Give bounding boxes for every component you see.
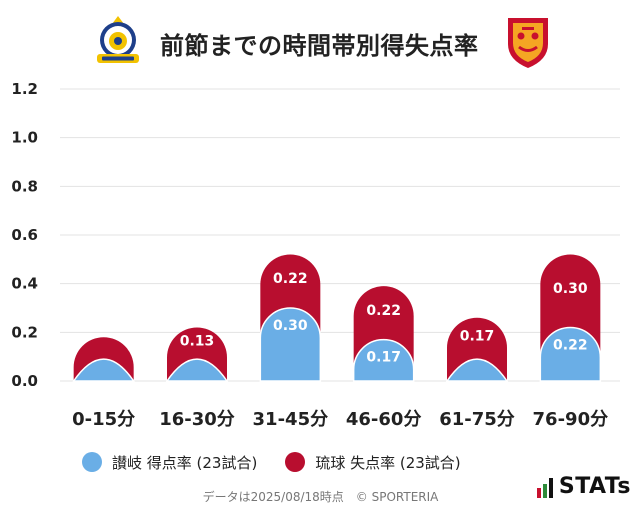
- chart-title: 前節までの時間帯別得失点率: [160, 32, 479, 60]
- bar-home: [352, 338, 415, 382]
- x-tick-label: 31-45分: [253, 409, 329, 430]
- stats-bars-icon: [536, 478, 553, 498]
- data-label-away: 0.22: [366, 303, 401, 319]
- fc-ryukyu-crest-icon: [508, 18, 548, 68]
- x-tick-label: 0-15分: [72, 409, 135, 430]
- y-tick-label: 0.6: [11, 226, 38, 244]
- y-tick-label: 0.8: [11, 177, 38, 195]
- stats-brand: STATs: [536, 474, 631, 499]
- data-label-home: 0.17: [366, 350, 401, 366]
- legend: 讃岐 得点率 (23試合) 琉球 失点率 (23試合): [82, 450, 489, 474]
- bar-chart: 0.0 0.2 0.4 0.6 0.8 1.0 1.2 0-15分 0.13 16-30分 0.22…: [11, 80, 620, 430]
- legend-dot-away: [285, 452, 306, 472]
- bar-home: [165, 358, 229, 382]
- legend-item-away: 琉球 失点率 (23試合): [285, 452, 461, 473]
- x-tick-label: 76-90分: [533, 409, 609, 430]
- data-label-away: 0.30: [553, 281, 588, 297]
- bar-home: [539, 326, 602, 382]
- bar-home: [445, 358, 509, 382]
- y-tick-label: 1.0: [11, 129, 38, 147]
- y-tick-label: 1.2: [11, 80, 38, 98]
- x-tick-label: 61-75分: [439, 409, 515, 430]
- data-label-away: 0.17: [460, 328, 495, 344]
- data-label-away: 0.22: [273, 271, 308, 287]
- data-label-away: 0.13: [180, 333, 215, 349]
- bar-home: [72, 358, 136, 382]
- kamatamare-sanuki-crest-icon: [97, 16, 139, 63]
- data-label-home: 0.22: [553, 337, 588, 353]
- bar-home: [259, 307, 322, 382]
- legend-label-away: 琉球 失点率 (23試合): [315, 453, 461, 472]
- x-tick-label: 46-60分: [346, 409, 422, 430]
- data-label-home: 0.30: [273, 318, 308, 334]
- x-tick-label: 16-30分: [159, 409, 235, 430]
- y-tick-label: 0.4: [11, 275, 38, 293]
- footer-note: データは2025/08/18時点 © SPORTERIA: [202, 490, 439, 504]
- y-tick-label: 0.2: [11, 323, 38, 341]
- legend-dot-home: [82, 452, 102, 472]
- y-tick-label: 0.0: [11, 372, 38, 390]
- legend-item-home: 讃岐 得点率 (23試合): [82, 452, 257, 473]
- legend-label-home: 讃岐 得点率 (23試合): [112, 453, 258, 472]
- header: 前節までの時間帯別得失点率: [0, 14, 641, 70]
- stats-brand-text: STATs: [558, 474, 631, 499]
